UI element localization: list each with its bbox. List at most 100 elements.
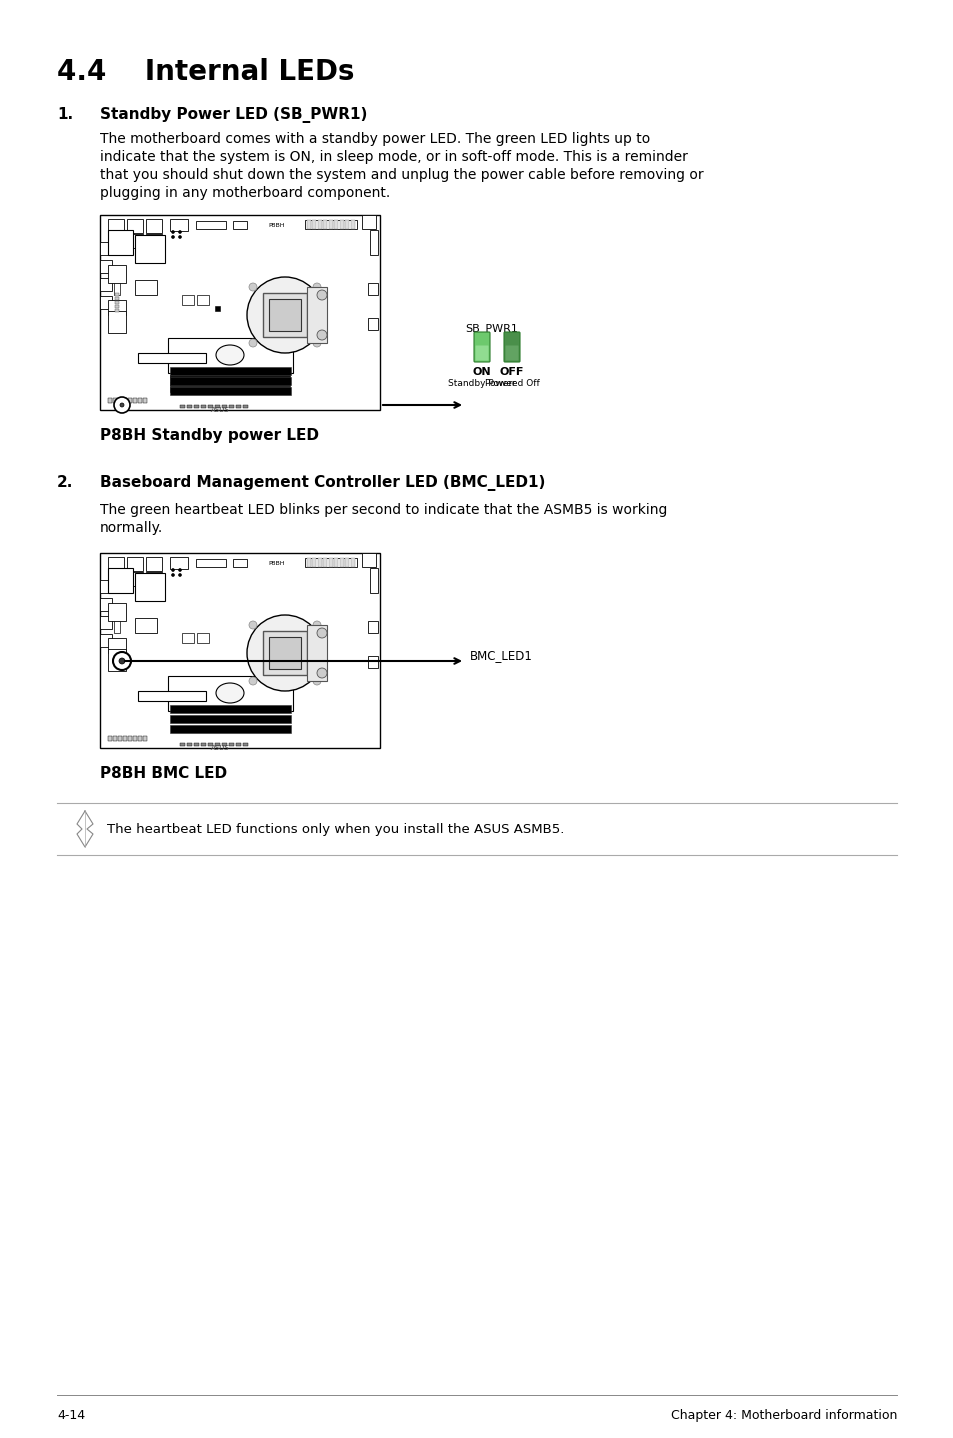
Bar (123, 398, 127, 403)
Bar (128, 736, 132, 741)
Bar (329, 220, 333, 229)
Bar (317, 220, 322, 229)
Text: OFF: OFF (499, 367, 523, 377)
Bar (214, 743, 220, 746)
Bar (170, 377, 291, 385)
Bar (146, 219, 162, 233)
Bar (222, 406, 227, 408)
Circle shape (112, 651, 131, 670)
Text: Powered Off: Powered Off (484, 380, 538, 388)
Text: plugging in any motherboard component.: plugging in any motherboard component. (100, 186, 390, 200)
Bar (345, 220, 349, 229)
Bar (214, 306, 220, 311)
Bar (170, 381, 290, 385)
FancyBboxPatch shape (474, 332, 490, 362)
Bar (143, 736, 147, 741)
Bar (208, 406, 213, 408)
Bar (127, 234, 143, 247)
Bar (128, 398, 132, 403)
Text: P8BH: P8BH (268, 223, 284, 229)
Bar (214, 406, 220, 408)
Bar (339, 220, 344, 229)
Circle shape (119, 659, 125, 664)
Bar (100, 580, 112, 592)
Circle shape (249, 677, 256, 684)
Circle shape (316, 329, 327, 339)
Bar (100, 260, 112, 273)
Bar (170, 705, 291, 713)
Bar (307, 288, 327, 344)
Bar (307, 220, 311, 229)
Bar (180, 743, 185, 746)
Text: 4.4    Internal LEDs: 4.4 Internal LEDs (57, 58, 355, 86)
Circle shape (313, 621, 320, 628)
Bar (115, 301, 119, 303)
Bar (351, 220, 355, 229)
Bar (196, 295, 209, 305)
Text: that you should shut down the system and unplug the power cable before removing : that you should shut down the system and… (100, 168, 703, 183)
Bar (115, 305, 119, 308)
Circle shape (247, 278, 323, 352)
Circle shape (178, 230, 181, 233)
Bar (170, 219, 188, 232)
Circle shape (178, 568, 181, 571)
Bar (263, 631, 307, 674)
Bar (135, 280, 157, 295)
Text: 2.: 2. (57, 475, 73, 490)
Bar (132, 736, 137, 741)
FancyBboxPatch shape (475, 345, 488, 361)
Text: normally.: normally. (100, 521, 163, 535)
Text: P8BH Standby power LED: P8BH Standby power LED (100, 429, 318, 443)
Bar (233, 559, 247, 567)
Circle shape (172, 236, 174, 239)
Bar (361, 216, 375, 229)
Bar (187, 406, 192, 408)
Bar (182, 633, 193, 643)
Bar (170, 387, 290, 393)
Bar (222, 743, 227, 746)
Bar (229, 406, 233, 408)
Bar (108, 301, 126, 315)
Bar (305, 220, 356, 229)
Bar (307, 626, 327, 682)
Text: The motherboard comes with a standby power LED. The green LED lights up to: The motherboard comes with a standby pow… (100, 132, 650, 147)
Bar (100, 296, 112, 309)
Bar (115, 298, 119, 301)
Bar (345, 558, 349, 567)
Bar (100, 634, 112, 647)
Circle shape (249, 339, 256, 347)
Circle shape (249, 621, 256, 628)
Bar (108, 649, 126, 672)
Bar (180, 406, 185, 408)
Ellipse shape (215, 683, 244, 703)
Bar (170, 557, 188, 569)
Text: ON: ON (472, 367, 491, 377)
Text: ASUS: ASUS (211, 407, 230, 413)
Circle shape (172, 574, 174, 577)
Bar (193, 406, 199, 408)
Bar (100, 242, 112, 255)
Text: The green heartbeat LED blinks per second to indicate that the ASMB5 is working: The green heartbeat LED blinks per secon… (100, 503, 667, 518)
Bar (201, 406, 206, 408)
Circle shape (178, 574, 181, 577)
Bar (138, 352, 206, 362)
Text: Standby Power LED (SB_PWR1): Standby Power LED (SB_PWR1) (100, 106, 367, 124)
Bar (313, 220, 316, 229)
Bar (135, 234, 165, 263)
Text: P8BH: P8BH (268, 561, 284, 567)
Circle shape (172, 568, 174, 571)
Bar (193, 743, 199, 746)
Circle shape (247, 615, 323, 692)
Bar (329, 558, 333, 567)
Text: P8BH BMC LED: P8BH BMC LED (100, 766, 227, 781)
Bar (108, 265, 126, 283)
Bar (323, 558, 327, 567)
Bar (100, 554, 379, 748)
Bar (112, 398, 117, 403)
Bar (100, 216, 379, 410)
Text: BMC_LED1: BMC_LED1 (470, 650, 533, 663)
Bar (108, 572, 124, 587)
Bar (195, 559, 226, 567)
FancyBboxPatch shape (503, 332, 519, 362)
Bar (208, 743, 213, 746)
